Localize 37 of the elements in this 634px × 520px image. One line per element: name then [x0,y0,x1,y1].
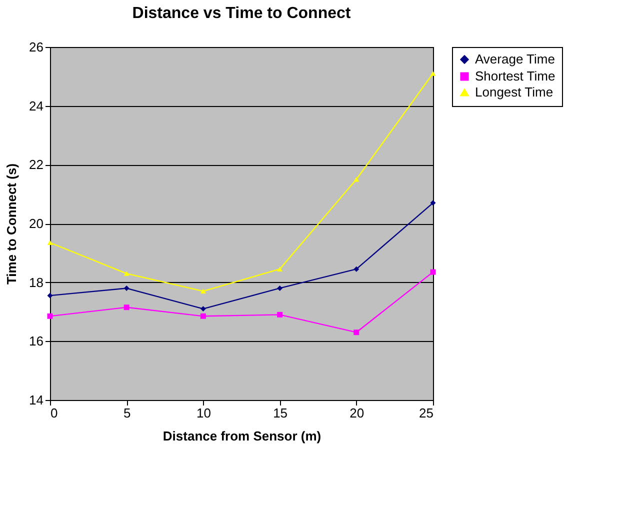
y-tick-label: 22 [29,157,44,172]
point [354,177,360,182]
y-tick-label: 26 [29,40,44,54]
point [430,200,436,206]
y-tick-label: 20 [29,216,44,231]
point [200,306,206,312]
x-tick-label: 0 [50,406,58,420]
point [200,313,206,319]
x-tick-label: 5 [123,406,131,420]
point [124,271,130,276]
point [354,330,360,336]
point [124,304,130,310]
point [277,266,283,272]
point [430,269,436,275]
y-axis-title: Time to Connect (s) [4,163,20,285]
legend-label: Shortest Time [475,68,556,84]
x-tick-label: 20 [350,406,364,420]
point [47,313,53,319]
point [277,285,283,291]
point [430,71,436,76]
point [277,312,283,318]
x-axis-title: Distance from Sensor (m) [162,428,322,444]
point [47,240,53,245]
y-tick-label: 16 [29,334,44,349]
point [354,266,360,272]
point [47,292,53,298]
y-tick-label: 14 [29,392,44,408]
point [124,285,130,291]
point [200,288,206,294]
chart-title: Distance vs Time to Connect [132,5,352,22]
y-tick-label: 18 [29,274,44,290]
x-tick-label: 10 [196,406,211,420]
y-tick-label: 24 [29,98,44,114]
legend-label: Longest Time [475,84,554,100]
x-tick-label: 25 [419,406,434,420]
legend-label: Average Time [475,52,555,66]
x-tick-label: 15 [273,406,288,420]
